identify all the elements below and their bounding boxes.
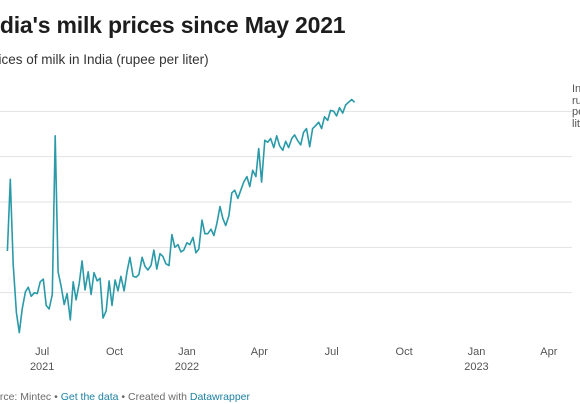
x-tick-year-label: 2022 — [175, 361, 199, 373]
footer-separator: • — [51, 391, 61, 403]
x-tick-label: Apr — [251, 346, 268, 358]
datawrapper-link[interactable]: Datawrapper — [189, 391, 250, 403]
series-label-line: lit — [572, 117, 580, 130]
series-label: In ru pe lit — [572, 83, 580, 130]
series-line — [6, 98, 356, 334]
x-tick-year-label: 2021 — [30, 361, 54, 373]
x-tick-year-label: 2023 — [464, 361, 488, 373]
series-label-line: ru — [572, 94, 580, 107]
get-the-data-link[interactable]: Get the data — [60, 391, 119, 403]
x-tick-label: Jul — [35, 346, 49, 358]
chart-footer: urce: Mintec • Get the data • Created wi… — [0, 391, 250, 403]
x-tick-label: Apr — [540, 346, 557, 358]
source-note: urce: Mintec — [0, 391, 52, 403]
x-tick-label: Oct — [106, 346, 123, 358]
series-label-line: In — [572, 83, 580, 95]
x-tick-label: Jan — [468, 346, 486, 358]
series-label-line: pe — [572, 106, 580, 118]
x-tick-label: Jan — [178, 346, 196, 358]
chart-title: ndia's milk prices since May 2021 — [0, 12, 346, 38]
x-tick-label: Jul — [325, 346, 339, 358]
chart-subtitle: rices of milk in India (rupee per liter) — [0, 52, 209, 67]
created-with-text: • Created with — [118, 391, 190, 403]
milk-price-chart: Jul 2021 Oct Jan 2022 Apr Jul Oct Jan 2023 Apr — [0, 98, 572, 373]
x-tick-label: Oct — [396, 346, 413, 358]
